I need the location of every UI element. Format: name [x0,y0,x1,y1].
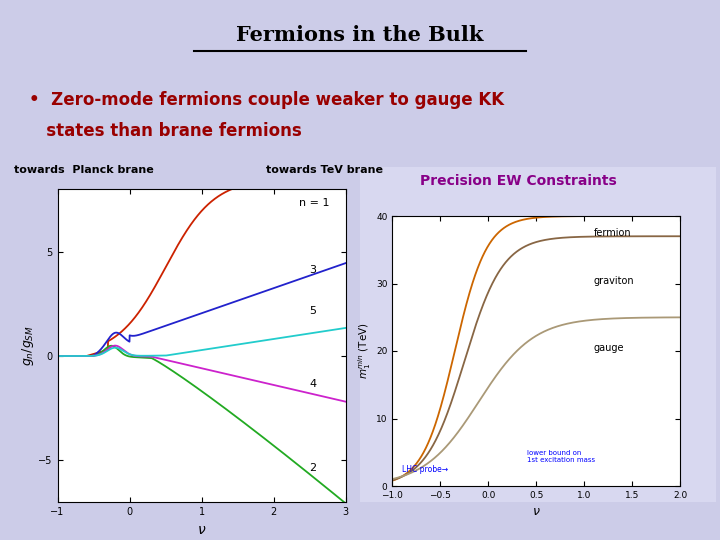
Text: towards TeV brane: towards TeV brane [266,165,383,175]
Text: •  Zero-mode fermions couple weaker to gauge KK: • Zero-mode fermions couple weaker to ga… [29,91,504,109]
Text: states than brane fermions: states than brane fermions [29,122,302,140]
Text: 3: 3 [310,265,317,274]
Text: 4: 4 [310,380,317,389]
Text: Precision EW Constraints: Precision EW Constraints [420,174,617,188]
Y-axis label: $g_n/g_{SM}$: $g_n/g_{SM}$ [19,325,35,366]
Text: LHC probe→: LHC probe→ [402,465,448,475]
Text: gauge: gauge [594,343,624,353]
Y-axis label: $m_1^{min}$ (TeV): $m_1^{min}$ (TeV) [356,322,373,380]
Text: Fermions in the Bulk: Fermions in the Bulk [236,25,484,45]
Text: lower bound on
1st excitation mass: lower bound on 1st excitation mass [527,450,595,463]
Text: n = 1: n = 1 [299,198,329,208]
X-axis label: $\nu$: $\nu$ [197,523,207,537]
Text: graviton: graviton [594,275,634,286]
X-axis label: $\nu$: $\nu$ [532,505,541,518]
Text: 2: 2 [310,463,317,473]
Text: fermion: fermion [594,228,631,238]
Text: 5: 5 [310,306,317,316]
Text: towards  Planck brane: towards Planck brane [14,165,154,175]
